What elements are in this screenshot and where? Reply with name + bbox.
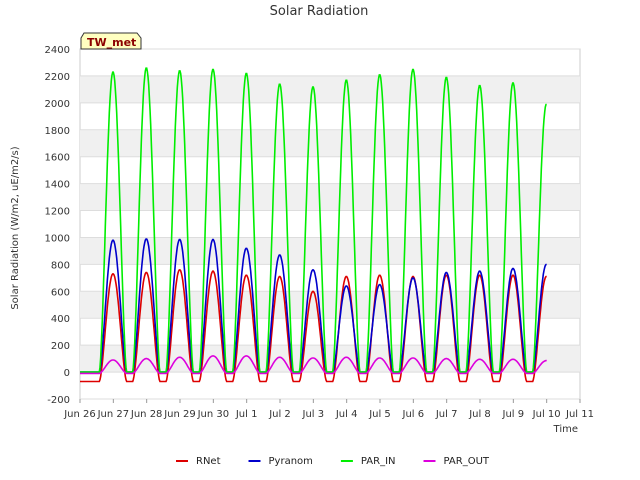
legend-label: PAR_OUT bbox=[444, 456, 490, 467]
series-line-par-out bbox=[80, 355, 547, 375]
series-lines bbox=[80, 67, 547, 383]
series-line-par-in bbox=[80, 67, 547, 373]
y-tick-label: 1800 bbox=[45, 126, 70, 137]
x-axis-title: Time bbox=[553, 424, 578, 435]
y-axis-title: Solar Radiation (W/m2, uE/m2/s) bbox=[10, 146, 21, 309]
grid-band bbox=[80, 237, 580, 265]
y-tick-label: 800 bbox=[51, 260, 70, 271]
x-axis-ticks: Jun 26 Jun 27 Jun 28 Jun 29 Jun 30 Jul 1 Jul 2… bbox=[63, 399, 594, 420]
x-tick-label: Jun 30 bbox=[197, 409, 230, 420]
badge-label: TW_met bbox=[87, 36, 136, 49]
x-tick-label: Jul 6 bbox=[402, 409, 425, 420]
series-line-pyranom bbox=[80, 238, 547, 373]
x-tick-label: Jul 7 bbox=[435, 409, 458, 420]
x-tick-label: Jul 5 bbox=[368, 409, 391, 420]
x-tick-label: Jul 8 bbox=[468, 409, 491, 420]
plot-area bbox=[79, 48, 581, 400]
x-tick-label: Jul 4 bbox=[335, 409, 358, 420]
legend: RNet Pyranom PAR_IN PAR_OUT bbox=[176, 456, 490, 467]
grid-band bbox=[80, 183, 580, 211]
legend-label: RNet bbox=[196, 456, 221, 467]
x-tick-label: Jun 26 bbox=[63, 409, 96, 420]
y-tick-label: 0 bbox=[64, 368, 70, 379]
y-axis-ticks: -200 0 200 400 600 800 1000 1200 1400 1600 1800 200… bbox=[45, 45, 70, 406]
y-tick-label: 1400 bbox=[45, 180, 70, 191]
x-tick-label: Jul 9 bbox=[502, 409, 525, 420]
y-tick-label: 2000 bbox=[45, 99, 70, 110]
x-tick-label: Jun 29 bbox=[163, 409, 196, 420]
x-tick-label: Jun 27 bbox=[97, 409, 130, 420]
y-tick-label: 2200 bbox=[45, 72, 70, 83]
y-tick-label: -200 bbox=[47, 395, 70, 406]
grid-band bbox=[80, 129, 580, 157]
x-tick-label: Jul 10 bbox=[532, 409, 561, 420]
grid-bands bbox=[80, 75, 580, 373]
badge-shape bbox=[80, 32, 142, 50]
y-tick-label: 600 bbox=[51, 287, 70, 298]
legend-label: Pyranom bbox=[269, 456, 313, 467]
x-tick-label: Jul 1 bbox=[235, 409, 258, 420]
y-tick-label: 2400 bbox=[45, 45, 70, 56]
station-badge: TW_met bbox=[80, 32, 142, 50]
x-tick-label: Jul 11 bbox=[565, 409, 594, 420]
x-tick-label: Jul 3 bbox=[302, 409, 325, 420]
grid-lines bbox=[80, 48, 580, 400]
legend-label: PAR_IN bbox=[361, 456, 396, 467]
y-tick-label: 1200 bbox=[45, 207, 70, 218]
grid-band bbox=[80, 291, 580, 319]
series-line-rnet bbox=[80, 269, 547, 383]
chart-title: Solar Radiation bbox=[270, 4, 369, 19]
grid-band bbox=[80, 345, 580, 373]
y-tick-label: 1000 bbox=[45, 233, 70, 244]
grid-band bbox=[80, 75, 580, 103]
y-tick-label: 400 bbox=[51, 314, 70, 325]
x-tick-label: Jul 2 bbox=[268, 409, 291, 420]
x-tick-label: Jun 28 bbox=[130, 409, 163, 420]
y-tick-label: 200 bbox=[51, 341, 70, 352]
y-tick-label: 1600 bbox=[45, 153, 70, 164]
